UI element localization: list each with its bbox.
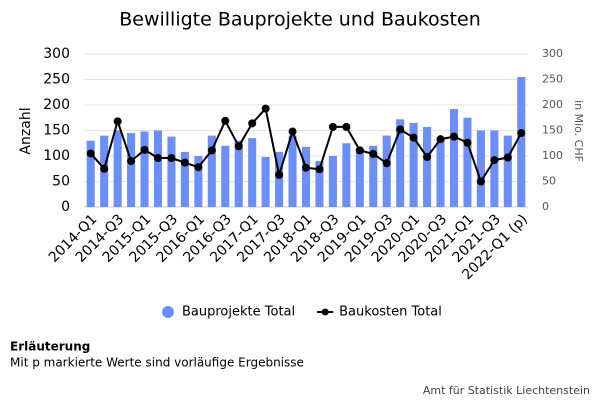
- y-tick-label: 50: [52, 174, 70, 190]
- bar: [86, 140, 95, 207]
- bar: [127, 133, 136, 207]
- line-point: [490, 156, 499, 165]
- bar: [396, 119, 405, 207]
- y-tick-label: 200: [43, 97, 70, 113]
- chart-title: Bewilligte Bauprojekte und Baukosten: [119, 9, 481, 31]
- line-point: [302, 163, 310, 172]
- legend-marker: [321, 308, 329, 316]
- bar: [221, 145, 230, 207]
- line-point: [450, 132, 458, 141]
- bar: [194, 156, 203, 207]
- bar: [113, 130, 122, 207]
- line-point: [409, 133, 418, 142]
- bar: [328, 156, 337, 207]
- y-tick-label: 250: [43, 72, 70, 88]
- bar: [275, 151, 284, 207]
- bar: [449, 109, 459, 207]
- line-point: [127, 157, 136, 166]
- line-point: [342, 122, 351, 131]
- bar: [463, 117, 472, 207]
- line-point: [154, 154, 162, 163]
- line-point: [423, 153, 432, 162]
- y2-tick-label: 150: [542, 124, 563, 137]
- bar: [490, 130, 499, 207]
- y2-tick-label: 50: [542, 175, 556, 188]
- line-point: [248, 119, 257, 128]
- bar: [517, 76, 526, 207]
- bar: [140, 131, 149, 207]
- line-point: [167, 154, 176, 163]
- bar: [234, 140, 243, 207]
- bar: [153, 130, 163, 207]
- legend-label: Baukosten Total: [339, 305, 442, 320]
- bar: [503, 135, 512, 207]
- bar: [180, 151, 189, 207]
- legend-marker: [162, 306, 174, 318]
- bar: [355, 148, 364, 207]
- line-point: [382, 159, 391, 168]
- line-point: [207, 146, 216, 155]
- y2-axis-title: in Mio. CHF: [572, 100, 585, 162]
- line-point: [113, 117, 122, 126]
- line-point: [288, 127, 297, 136]
- bar: [301, 146, 311, 207]
- bar: [207, 135, 216, 207]
- y-axis-title: Anzahl: [18, 107, 34, 154]
- bar: [261, 157, 270, 207]
- bar: [342, 143, 351, 207]
- bar: [382, 135, 391, 207]
- footnote-text: Mit p markierte Werte sind vorläufige Er…: [10, 356, 304, 370]
- bar: [409, 122, 418, 207]
- y2-tick-label: 300: [542, 47, 563, 60]
- y2-tick-label: 0: [542, 200, 549, 213]
- y2-tick-label: 100: [542, 149, 563, 162]
- bar: [369, 145, 378, 207]
- line-point: [396, 125, 405, 134]
- line-point: [86, 149, 95, 158]
- line-point: [463, 138, 472, 147]
- bar: [436, 138, 445, 207]
- line-point: [221, 116, 230, 125]
- bar: [167, 136, 176, 207]
- line-point: [328, 122, 337, 131]
- y2-tick-label: 200: [542, 98, 563, 111]
- line-point: [234, 142, 243, 151]
- y-tick-label: 300: [43, 46, 70, 62]
- y-tick-label: 0: [61, 199, 70, 215]
- line-point: [194, 163, 203, 172]
- footnote-title: Erläuterung: [10, 340, 90, 354]
- bar: [248, 138, 257, 207]
- line-point: [503, 153, 512, 162]
- line-point: [517, 129, 526, 138]
- bar: [315, 161, 324, 207]
- y2-tick-label: 250: [542, 73, 563, 86]
- source: Amt für Statistik Liechtenstein: [423, 384, 590, 397]
- line-point: [355, 146, 364, 155]
- line-point: [140, 145, 149, 154]
- line-point: [476, 177, 485, 186]
- line-point: [261, 104, 270, 113]
- bar: [476, 130, 485, 207]
- legend-label: Bauprojekte Total: [182, 305, 295, 320]
- line-point: [436, 135, 445, 144]
- line-point: [369, 149, 378, 158]
- line-point: [100, 164, 109, 173]
- line-point: [315, 165, 324, 174]
- line-point: [180, 158, 189, 167]
- bar: [423, 126, 432, 207]
- y-tick-label: 100: [43, 148, 70, 164]
- bar: [288, 135, 297, 207]
- y-tick-label: 150: [43, 123, 70, 139]
- line-point: [275, 170, 284, 179]
